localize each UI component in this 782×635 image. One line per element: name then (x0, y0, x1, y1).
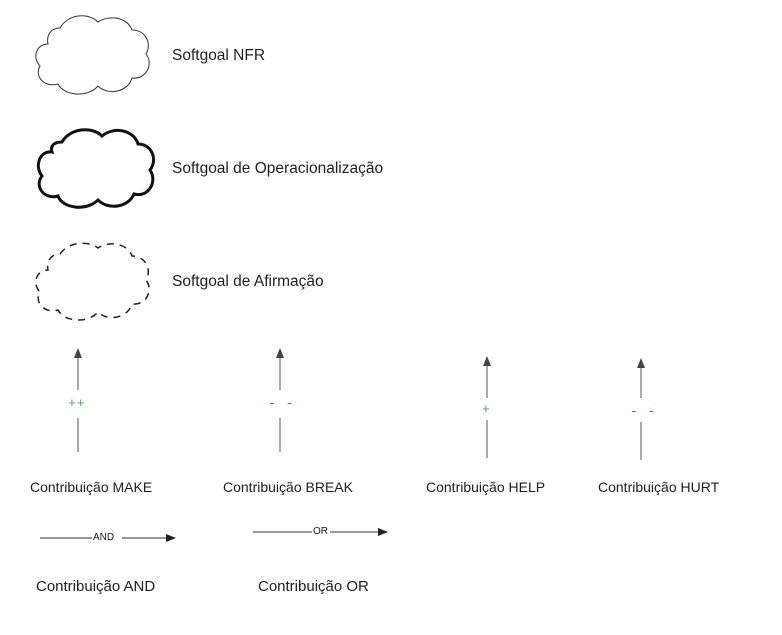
hurt-label: Contribuição HURT (598, 479, 720, 495)
softgoal-afirmacao-cloud-icon (35, 242, 150, 321)
and-label: Contribuição AND (36, 578, 156, 595)
help-symbol: + (482, 402, 491, 417)
make-arrow-icon (74, 348, 82, 452)
hurt-arrow-icon (637, 358, 645, 460)
and-tag: AND (93, 532, 115, 543)
softgoal-operacionalizacao-label: Softgoal de Operacionalização (172, 160, 384, 177)
softgoal-operacionalizacao-cloud-icon (36, 128, 155, 209)
softgoal-afirmacao-label: Softgoal de Afirmação (172, 273, 324, 290)
hurt-symbol: - - (630, 404, 657, 419)
or-arrow-icon (253, 528, 388, 536)
softgoal-nfr-cloud-icon (35, 15, 150, 95)
or-tag: OR (313, 526, 328, 537)
or-label: Contribuição OR (258, 578, 369, 595)
help-arrow-icon (483, 356, 491, 458)
and-arrow-icon (40, 534, 176, 542)
softgoal-nfr-label: Softgoal NFR (172, 47, 266, 64)
make-symbol: ++ (68, 396, 86, 411)
make-label: Contribuição MAKE (30, 479, 153, 495)
break-arrow-icon (276, 348, 284, 452)
break-label: Contribuição BREAK (223, 479, 353, 495)
break-symbol: - - (268, 396, 295, 411)
help-label: Contribuição HELP (426, 479, 546, 495)
